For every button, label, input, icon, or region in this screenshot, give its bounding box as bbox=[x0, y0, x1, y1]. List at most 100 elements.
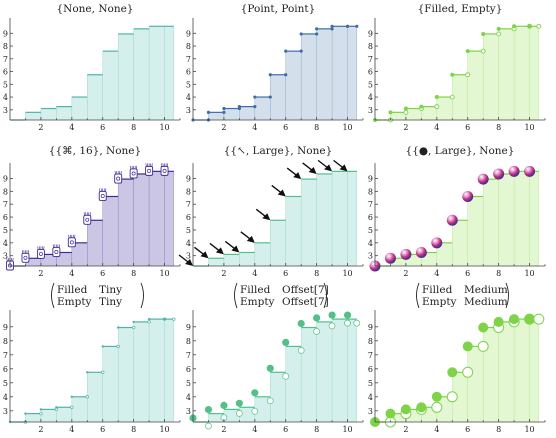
y-tick-label: 3 bbox=[368, 252, 373, 261]
y-tick-label: 9 bbox=[186, 323, 191, 332]
data-point-empty bbox=[205, 422, 212, 430]
data-point-empty bbox=[116, 344, 120, 349]
chart-title: {Point, Point} bbox=[241, 3, 316, 15]
y-tick-label: 4 bbox=[186, 239, 191, 248]
data-point bbox=[299, 49, 303, 53]
data-point bbox=[284, 49, 288, 53]
data-point-filled bbox=[403, 106, 408, 111]
chart-panel-6: {{●, Large}, None} 2 4 6 8 10 3 4 5 6 7 8 9 bbox=[368, 145, 546, 278]
data-point-filled bbox=[220, 401, 228, 409]
x-tick-label: 6 bbox=[465, 269, 470, 278]
y-tick-label: 4 bbox=[368, 393, 373, 402]
x-tick-label: 2 bbox=[38, 123, 43, 132]
data-point-filled bbox=[235, 399, 243, 407]
y-tick-label: 8 bbox=[186, 187, 191, 196]
data-point-filled bbox=[385, 408, 396, 419]
data-point-filled bbox=[450, 72, 455, 77]
x-tick-label: 6 bbox=[283, 425, 288, 434]
data-point-empty bbox=[403, 109, 409, 115]
glyph-marker bbox=[52, 247, 61, 257]
y-tick-label: 8 bbox=[368, 42, 373, 51]
data-point-empty bbox=[536, 23, 542, 29]
data-point-sphere bbox=[508, 165, 520, 177]
arrow-marker-head bbox=[293, 172, 302, 180]
data-point-sphere bbox=[400, 248, 412, 260]
y-tick-label: 3 bbox=[3, 407, 8, 416]
data-point bbox=[268, 73, 272, 77]
data-point-empty bbox=[85, 395, 89, 399]
y-tick-label: 9 bbox=[186, 29, 191, 38]
x-tick-label: 6 bbox=[283, 123, 288, 132]
arrow-marker-head bbox=[185, 259, 193, 266]
data-point-empty bbox=[328, 322, 336, 330]
data-point-empty bbox=[480, 48, 486, 54]
area-fill bbox=[375, 171, 539, 266]
data-point-filled bbox=[431, 391, 442, 402]
x-tick-label: 2 bbox=[38, 269, 43, 278]
y-tick-label: 7 bbox=[186, 200, 191, 209]
data-point-filled bbox=[86, 371, 89, 374]
y-tick-label: 6 bbox=[3, 68, 8, 77]
x-tick-label: 10 bbox=[524, 425, 534, 434]
chart-panel-1: {None, None} 2 4 6 8 10 3 4 5 6 7 8 9 bbox=[3, 3, 181, 132]
y-tick-label: 7 bbox=[368, 55, 373, 64]
title-paren-left bbox=[51, 282, 55, 309]
data-point-empty bbox=[282, 372, 290, 380]
arrow-marker-head bbox=[324, 164, 333, 172]
data-point-empty bbox=[172, 317, 176, 321]
data-point-filled bbox=[343, 311, 352, 319]
y-tick-label: 8 bbox=[3, 337, 8, 346]
x-tick-label: 6 bbox=[283, 269, 288, 278]
y-tick-label: 7 bbox=[186, 351, 191, 360]
data-point bbox=[315, 27, 319, 31]
x-tick-label: 2 bbox=[403, 269, 408, 278]
glyph-marker bbox=[145, 165, 154, 176]
x-tick-label: 10 bbox=[159, 123, 169, 132]
glyph-marker-dot bbox=[54, 250, 59, 254]
data-point-filled bbox=[434, 95, 439, 100]
y-tick-label: 5 bbox=[186, 379, 191, 388]
area-fill bbox=[375, 26, 539, 121]
arrow-marker-head bbox=[200, 251, 209, 259]
title-matrix-cell: Filled bbox=[240, 284, 271, 296]
x-tick-label: 10 bbox=[159, 425, 169, 434]
x-tick-label: 4 bbox=[69, 123, 74, 132]
glyph-marker bbox=[114, 173, 123, 184]
x-tick-label: 6 bbox=[100, 269, 105, 278]
x-tick-label: 4 bbox=[252, 269, 257, 278]
y-tick-label: 7 bbox=[3, 55, 8, 64]
y-tick-label: 8 bbox=[3, 42, 8, 51]
x-tick-label: 8 bbox=[496, 123, 501, 132]
y-tick-label: 6 bbox=[368, 213, 373, 222]
data-point-empty bbox=[313, 328, 320, 335]
y-tick-label: 8 bbox=[186, 337, 191, 346]
data-point-empty bbox=[266, 397, 274, 405]
data-point bbox=[253, 95, 257, 99]
y-tick-label: 5 bbox=[3, 80, 8, 89]
y-tick-label: 4 bbox=[3, 393, 8, 402]
x-tick-label: 8 bbox=[496, 425, 501, 434]
glyph-marker bbox=[67, 237, 76, 248]
y-tick-label: 5 bbox=[368, 80, 373, 89]
data-point-filled bbox=[388, 110, 393, 115]
x-tick-label: 4 bbox=[69, 425, 74, 434]
data-point-sphere bbox=[477, 173, 489, 185]
chart-title-matrix: Filled Offset[7] Empty Offset[7] bbox=[234, 282, 329, 309]
x-tick-label: 6 bbox=[465, 425, 470, 434]
chart-panel-3: {Filled, Empty} 2 4 6 8 10 3 4 5 6 7 8 9 bbox=[368, 3, 546, 132]
y-tick-label: 5 bbox=[3, 226, 8, 235]
data-point-filled bbox=[328, 311, 336, 319]
data-point bbox=[330, 24, 334, 28]
data-point-filled bbox=[116, 326, 120, 329]
title-paren-left bbox=[234, 282, 238, 309]
data-point-filled bbox=[251, 389, 259, 397]
data-point-sphere bbox=[462, 190, 474, 202]
chart-title: {{⌘, 16}, None} bbox=[49, 145, 141, 157]
x-tick-label: 4 bbox=[434, 269, 439, 278]
glyph-marker-dot bbox=[147, 168, 152, 173]
title-paren-left bbox=[416, 282, 420, 309]
chart-panel-9: Filled Medium Empty Medium 2 4 6 8 10 3 4 5 6 7 8 9 bbox=[368, 282, 546, 434]
data-point-sphere bbox=[446, 214, 458, 226]
y-tick-label: 7 bbox=[186, 55, 191, 64]
title-paren-right bbox=[323, 282, 327, 309]
